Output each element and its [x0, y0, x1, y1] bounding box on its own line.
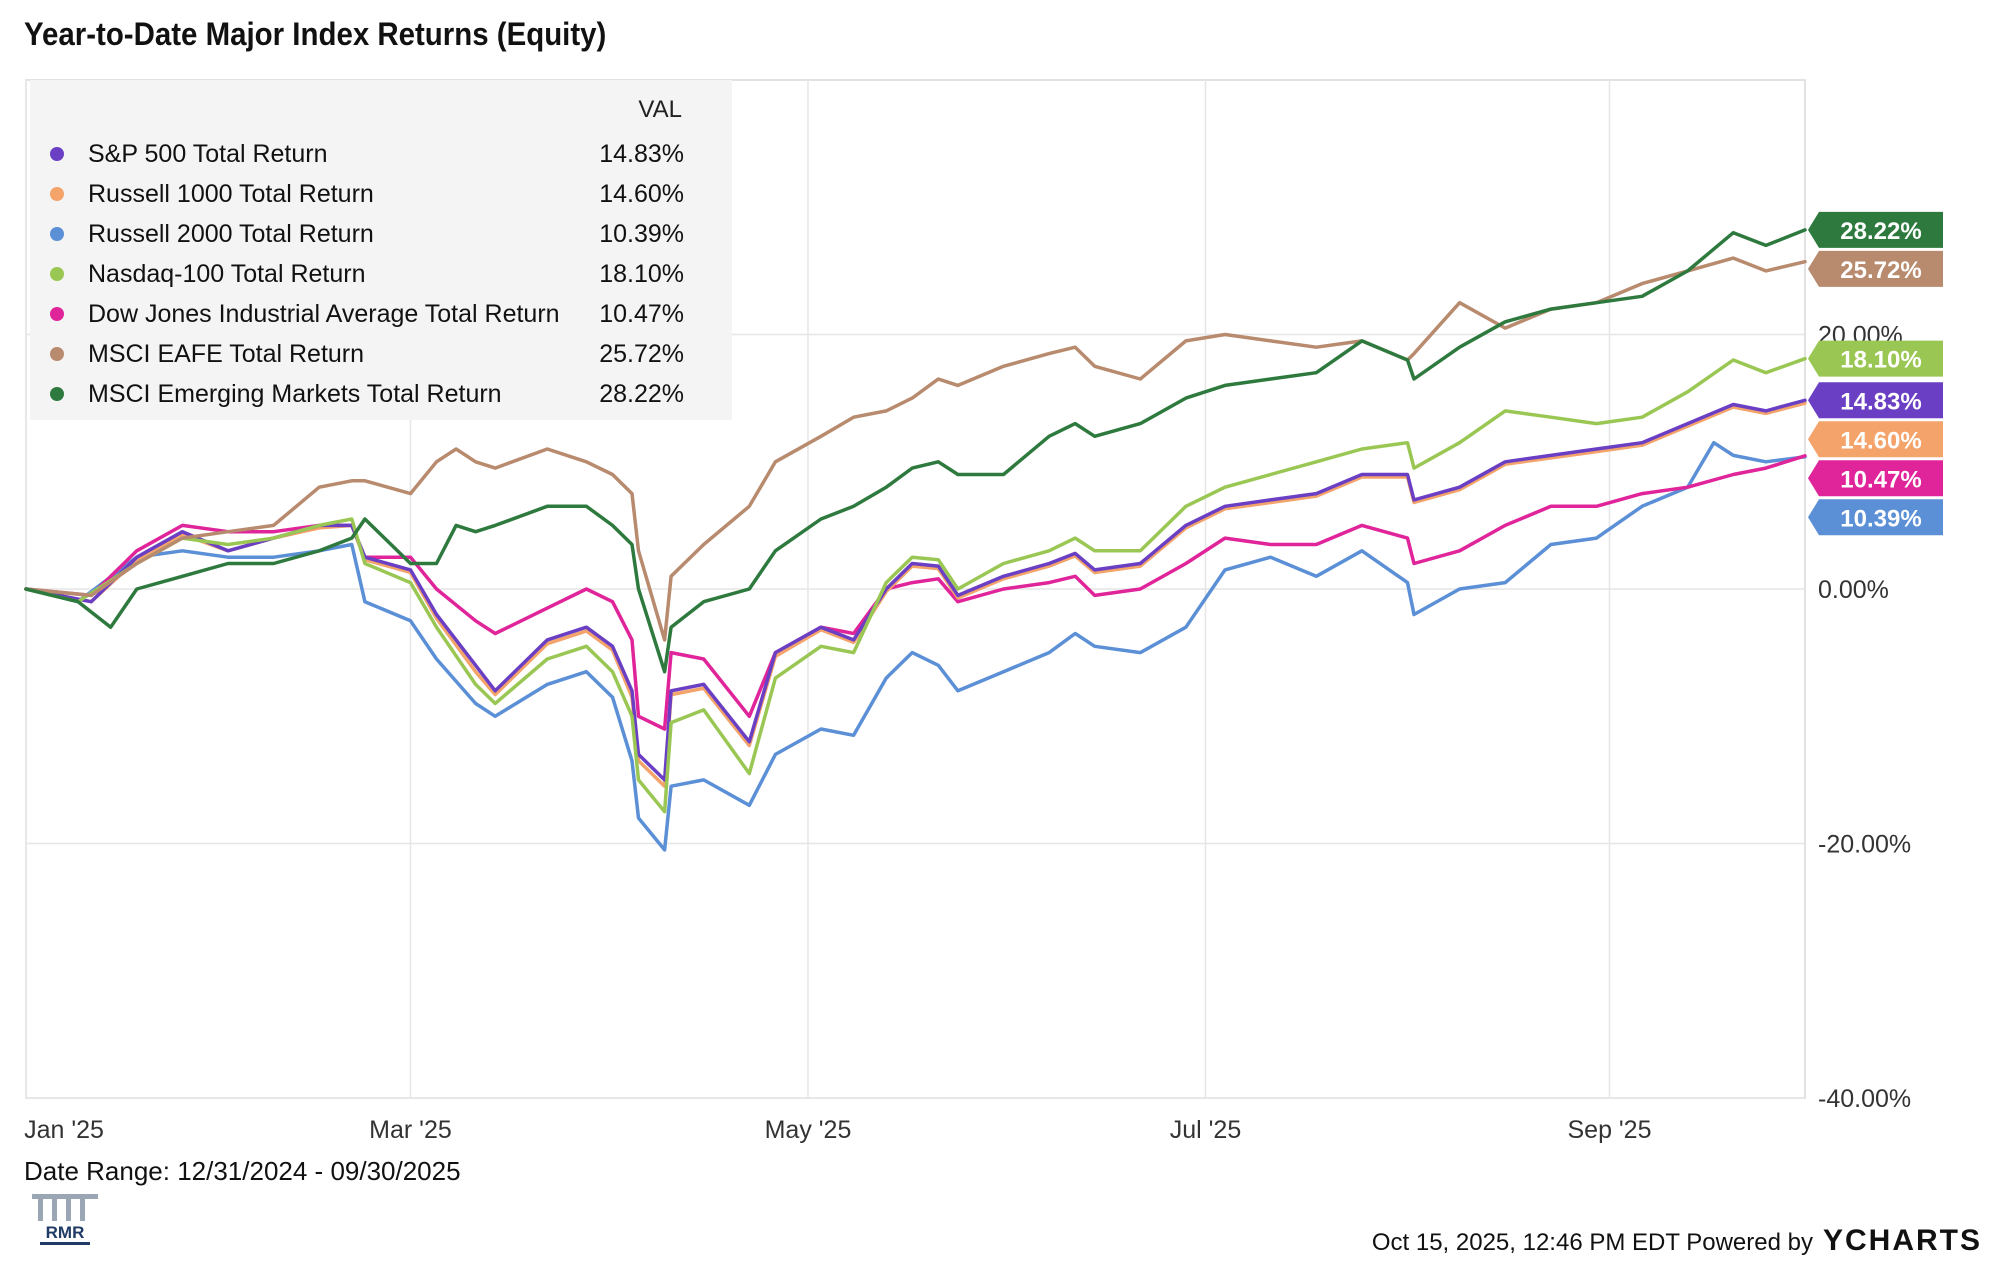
- legend-dot: [50, 387, 64, 401]
- series-line-5: [24, 256, 1807, 642]
- legend-dot: [50, 187, 64, 201]
- legend-dot: [50, 227, 64, 241]
- value-badge-label: 25.72%: [1840, 257, 1921, 284]
- y-tick-label: 0.00%: [1818, 576, 1889, 604]
- legend-value: 10.39%: [599, 220, 684, 248]
- chart-title: Year-to-Date Major Index Returns (Equity…: [24, 16, 607, 52]
- y-tick-label: -20.00%: [1818, 831, 1911, 859]
- series-line-6: [24, 228, 1807, 674]
- series-line-1: [24, 401, 1807, 788]
- value-badge-label: 14.83%: [1840, 388, 1921, 415]
- date-range: Date Range: 12/31/2024 - 09/30/2025: [24, 1156, 461, 1186]
- value-badge-label: 18.10%: [1840, 347, 1921, 374]
- logo-text: RMR: [46, 1223, 85, 1242]
- series-line-3: [24, 356, 1807, 814]
- value-badge: [1808, 340, 1943, 377]
- legend-dot: [50, 267, 64, 281]
- value-badge-label: 10.39%: [1840, 505, 1921, 532]
- legend-value: 28.22%: [599, 380, 684, 408]
- legend-value: 10.47%: [599, 300, 684, 328]
- legend-label: Russell 1000 Total Return: [88, 180, 374, 208]
- series-line-0: [24, 398, 1807, 782]
- value-badge: [1808, 250, 1943, 287]
- legend-value: 18.10%: [599, 260, 684, 288]
- value-badge: [1808, 460, 1943, 497]
- legend-label: MSCI Emerging Markets Total Return: [88, 380, 502, 408]
- x-tick-label: May '25: [765, 1116, 852, 1144]
- x-tick-label: Sep '25: [1567, 1116, 1651, 1144]
- x-axis: Jan '25 Mar '25 May '25 Jul '25 Sep '25: [24, 1116, 1651, 1144]
- legend-label: Nasdaq-100 Total Return: [88, 260, 366, 288]
- legend-label: Dow Jones Industrial Average Total Retur…: [88, 300, 560, 328]
- x-tick-label: Jan '25: [24, 1116, 104, 1144]
- legend-item[interactable]: Russell 1000 Total Return 14.60%: [30, 174, 732, 214]
- legend-dot: [50, 307, 64, 321]
- y-axis: 20.00%0.00%-20.00%-40.00%: [1818, 322, 1911, 1114]
- value-badge-label: 14.60%: [1840, 427, 1921, 454]
- legend-label: Russell 2000 Total Return: [88, 220, 374, 248]
- rmr-logo-icon: RMR: [32, 1194, 98, 1245]
- series-layer: [24, 228, 1807, 852]
- legend-value: 14.60%: [599, 180, 684, 208]
- legend-item[interactable]: Russell 2000 Total Return 10.39%: [30, 214, 732, 254]
- x-tick-label: Jul '25: [1170, 1116, 1241, 1144]
- y-tick-label: -40.00%: [1818, 1085, 1911, 1113]
- series-line-2: [24, 440, 1807, 852]
- legend-dot: [50, 147, 64, 161]
- x-tick-label: Mar '25: [369, 1116, 452, 1144]
- value-badge: [1808, 421, 1943, 458]
- value-badge-label: 28.22%: [1840, 218, 1921, 245]
- rmr-logo: RMR: [30, 1190, 100, 1252]
- legend-label: S&P 500 Total Return: [88, 140, 328, 168]
- footer-timestamp: Oct 15, 2025, 12:46 PM EDT Powered by: [1371, 1229, 1813, 1256]
- ycharts-brand: YCHARTS: [1822, 1224, 1982, 1257]
- legend-value: 14.83%: [599, 140, 684, 168]
- legend-dot: [50, 347, 64, 361]
- legend-item[interactable]: MSCI Emerging Markets Total Return 28.22%: [30, 374, 732, 414]
- footer: Oct 15, 2025, 12:46 PM EDT Powered by YCH…: [1372, 1224, 1982, 1258]
- legend-label: MSCI EAFE Total Return: [88, 340, 365, 368]
- value-badge: [1808, 499, 1943, 536]
- legend-item[interactable]: S&P 500 Total Return 14.83%: [30, 134, 732, 174]
- legend-header: VAL: [638, 96, 682, 123]
- legend-item[interactable]: MSCI EAFE Total Return 25.72%: [30, 334, 732, 374]
- value-badge: [1808, 211, 1943, 248]
- value-badges: 28.22% 25.72% 18.10% 14.83% 14.60% 10.47% 10.3…: [1808, 211, 1943, 536]
- value-badge: [1808, 382, 1943, 419]
- legend: VAL S&P 500 Total Return 14.83% Russell 10…: [30, 80, 732, 420]
- legend-value: 25.72%: [599, 340, 684, 368]
- series-line-4: [24, 454, 1807, 731]
- legend-item[interactable]: Dow Jones Industrial Average Total Retur…: [30, 294, 732, 334]
- legend-item[interactable]: Nasdaq-100 Total Return 18.10%: [30, 254, 732, 294]
- value-badge-label: 10.47%: [1840, 466, 1921, 493]
